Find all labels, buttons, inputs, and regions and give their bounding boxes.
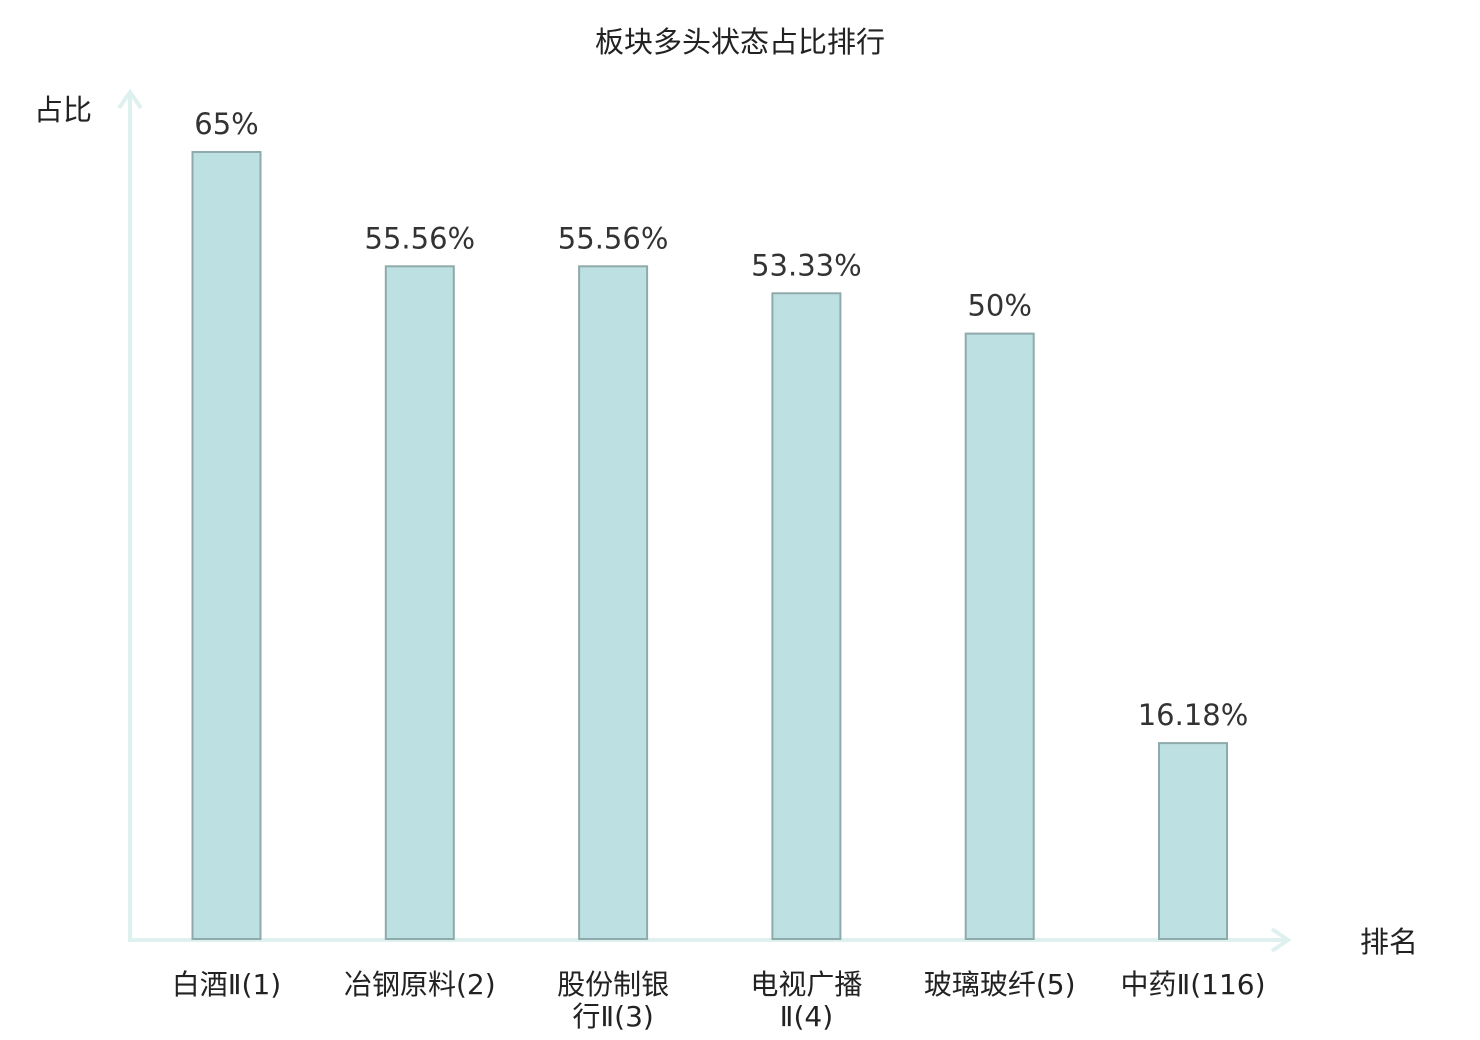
bar [384, 265, 455, 940]
bar-series [191, 151, 1228, 941]
category-label: 玻璃玻纤(5) [924, 968, 1076, 1001]
category-label: 行Ⅱ(3) [572, 1000, 653, 1033]
category-label: 白酒Ⅱ(1) [172, 968, 281, 1001]
bar-value-label: 50% [967, 289, 1031, 323]
value-labels: 65% 55.56% 55.56% 53.33% 50% 16.18% [194, 107, 1248, 732]
bar [1158, 742, 1228, 940]
bar-value-label: 16.18% [1138, 698, 1249, 732]
category-label: 中药Ⅱ(116) [1120, 968, 1265, 1001]
chart-title: 板块多头状态占比排行 [595, 25, 885, 59]
bar-value-label: 65% [194, 107, 258, 141]
bar [964, 332, 1035, 941]
bar [191, 151, 262, 940]
bar-value-label: 55.56% [365, 221, 476, 255]
category-label: 冶钢原料(2) [344, 968, 496, 1001]
bar [771, 292, 842, 940]
category-label: Ⅱ(4) [780, 1000, 833, 1033]
y-axis-title: 占比 [34, 93, 92, 127]
y-axis [117, 88, 143, 940]
bar [578, 265, 649, 940]
category-label: 股份制银 [557, 968, 669, 1001]
x-axis [128, 927, 1292, 953]
bar-value-label: 55.56% [558, 221, 669, 255]
bar-value-label: 53.33% [751, 248, 862, 282]
category-label: 电视广播 [750, 968, 862, 1001]
x-axis-title: 排名 [1360, 925, 1418, 959]
